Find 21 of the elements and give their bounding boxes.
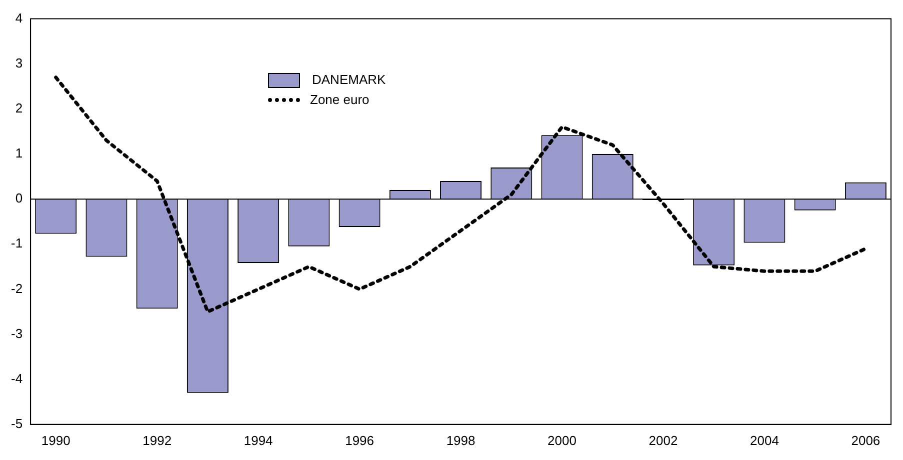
y-tick-label: -2 xyxy=(10,280,23,296)
y-tick-label: 1 xyxy=(15,146,23,161)
y-tick-label: -1 xyxy=(10,236,23,251)
x-tick-label: 2000 xyxy=(548,432,576,448)
x-tick-label: 1998 xyxy=(446,432,476,448)
x-tick-label: 2004 xyxy=(750,432,779,448)
x-tick-label: 1990 xyxy=(41,432,70,448)
y-tick-label: 0 xyxy=(15,190,23,206)
x-tick-label: 2002 xyxy=(648,432,678,448)
x-tick-label: 1994 xyxy=(244,432,273,448)
y-tick-label: 2 xyxy=(15,100,23,116)
legend-label: DANEMARK xyxy=(312,71,386,89)
x-tick-label: 2006 xyxy=(851,432,880,448)
y-tick-label: -3 xyxy=(10,326,23,341)
x-tick-label: 1992 xyxy=(142,432,172,448)
y-tick-label: -4 xyxy=(10,370,23,386)
y-tick-label: 3 xyxy=(15,55,23,70)
y-tick-label: -5 xyxy=(10,416,23,431)
legend-label: Zone euro xyxy=(310,91,370,109)
y-tick-label: 4 xyxy=(15,10,23,26)
x-tick-label: 1996 xyxy=(345,432,374,448)
